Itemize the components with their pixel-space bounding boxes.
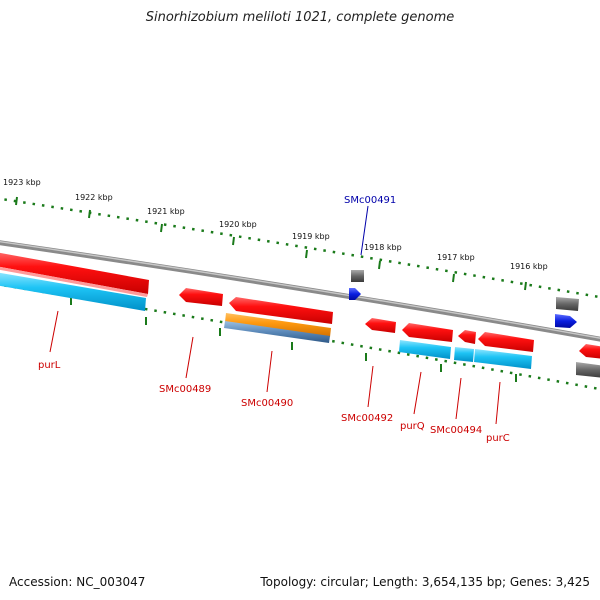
gene-label-purC: purC: [486, 433, 510, 444]
scale-label-1922: 1922 kbp: [75, 193, 113, 202]
right-grey-feature-bottom[interactable]: [576, 362, 600, 378]
smc00491-leader: [360, 205, 369, 256]
gene-label-purL: purL: [38, 360, 61, 371]
genome-summary-text: Topology: circular; Length: 3,654,135 bp…: [260, 575, 590, 589]
gene-label-smc00489: SMc00489: [159, 384, 211, 395]
genome-backbone: [0, 240, 600, 342]
scale-label-1921: 1921 kbp: [147, 207, 185, 216]
outer-scale-ring: [0, 197, 600, 299]
label-leaders: [49, 310, 501, 425]
right-grey-feature-top[interactable]: [556, 297, 579, 311]
accession-text: Accession: NC_003047: [9, 575, 146, 589]
scale-label-1920: 1920 kbp: [219, 220, 257, 229]
smc00492-gene-arrow[interactable]: [365, 318, 396, 333]
smc00490-orange-feature[interactable]: [225, 313, 331, 337]
right-red-gene-arrow[interactable]: [579, 344, 600, 359]
smc00489-gene-arrow[interactable]: [179, 288, 223, 306]
scale-label-1919: 1919 kbp: [292, 232, 330, 241]
gene-label-smc00492: SMc00492: [341, 413, 393, 424]
smc00494-cds-arrow[interactable]: [454, 347, 474, 362]
smc00490-steel-feature[interactable]: [224, 321, 330, 343]
smc00494-gene-arrow[interactable]: [458, 330, 476, 344]
gene-label-smc00494: SMc00494: [430, 425, 482, 436]
purC-cds-arrow[interactable]: [474, 349, 532, 369]
gene-label-smc00490: SMc00490: [241, 398, 293, 409]
scale-label-1923: 1923 kbp: [3, 178, 41, 187]
purL-gene-shadow: [0, 266, 148, 297]
purC-gene-arrow[interactable]: [478, 332, 534, 352]
smc00491-blue-arrow[interactable]: [349, 288, 361, 300]
purQ-cds-arrow[interactable]: [399, 340, 451, 359]
purL-gene-arrow[interactable]: [0, 252, 149, 294]
right-blue-arrow[interactable]: [555, 314, 577, 328]
genome-title: Sinorhizobium meliloti 1021, complete ge…: [145, 10, 455, 25]
scale-label-1917: 1917 kbp: [437, 253, 475, 262]
gene-label-purQ: purQ: [400, 421, 425, 432]
gene-labels: purL SMc00489 SMc00490 SMc00491 SMc00492…: [38, 195, 510, 444]
purQ-gene-arrow[interactable]: [402, 323, 453, 342]
smc00490-gene-arrow[interactable]: [229, 297, 333, 324]
scale-label-1916: 1916 kbp: [510, 262, 548, 271]
scale-labels: 1923 kbp 1922 kbp 1921 kbp 1920 kbp 1919…: [3, 178, 548, 271]
gene-features: [0, 252, 600, 378]
gene-label-smc00491: SMc00491: [344, 195, 396, 206]
smc00491-grey-feature[interactable]: [351, 270, 364, 282]
scale-label-1918: 1918 kbp: [364, 243, 402, 252]
genome-backbone-highlight: [0, 241, 600, 339]
inner-major-ticks: [70, 297, 517, 382]
outer-major-ticks: [15, 196, 527, 291]
purL-cds-arrow[interactable]: [0, 272, 146, 311]
